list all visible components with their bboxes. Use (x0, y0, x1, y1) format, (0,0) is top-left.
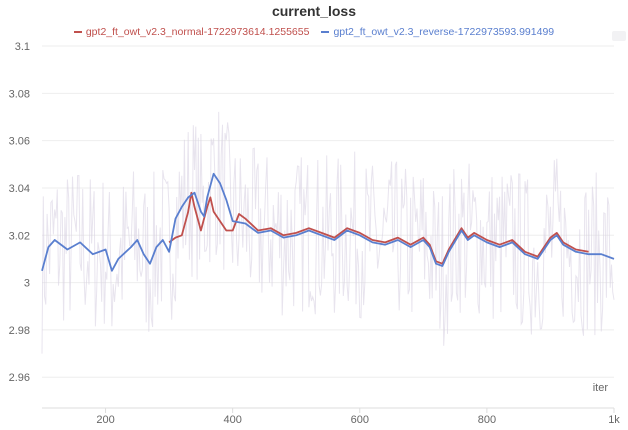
y-tick-label: 3.08 (9, 88, 30, 100)
y-tick-label: 2.96 (9, 372, 30, 384)
series-line-normal (168, 191, 589, 265)
y-tick-label: 3.02 (9, 230, 30, 242)
legend-item-reverse[interactable]: gpt2_ft_owt_v2.3_reverse-1722973593.9914… (321, 26, 554, 38)
x-tick-label: 400 (223, 414, 241, 426)
x-tick-label: 800 (478, 414, 496, 426)
legend: gpt2_ft_owt_v2.3_normal-1722973614.12556… (0, 26, 628, 38)
y-tick-label: 2.98 (9, 325, 30, 337)
series-line-reverse (41, 172, 615, 272)
x-axis-label: iter (593, 382, 609, 394)
x-tick-label: 600 (351, 414, 369, 426)
chart-title: current_loss (271, 3, 357, 19)
legend-menu-button[interactable] (612, 31, 626, 41)
y-tick-label: 3.06 (9, 136, 30, 148)
x-tick-label: 1k (608, 414, 620, 426)
x-tick-label: 200 (96, 414, 114, 426)
legend-label: gpt2_ft_owt_v2.3_reverse-1722973593.9914… (333, 26, 555, 38)
y-tick-label: 3 (24, 278, 30, 290)
legend-swatch (321, 31, 330, 33)
y-tick-label: 3.04 (9, 183, 30, 195)
legend-swatch (73, 31, 82, 33)
legend-label: gpt2_ft_owt_v2.3_normal-1722973614.12556… (85, 26, 310, 38)
y-tick-label: 3.1 (15, 41, 30, 53)
raw-values-line (41, 111, 615, 354)
legend-item-normal[interactable]: gpt2_ft_owt_v2.3_normal-1722973614.12556… (73, 26, 310, 38)
